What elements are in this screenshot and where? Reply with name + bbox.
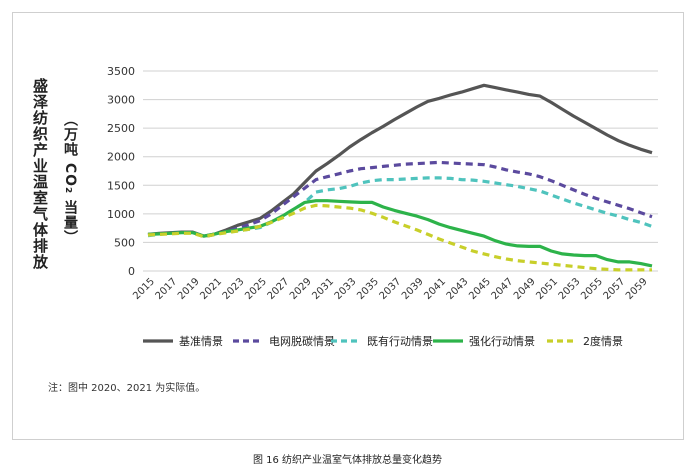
legend-label-1: 基准情景	[179, 335, 223, 348]
x-tick-label: 2053	[557, 276, 583, 302]
y-tick-label: 3500	[107, 65, 135, 78]
y-tick-label: 0	[128, 265, 135, 278]
x-tick-label: 2037	[378, 276, 404, 302]
y-tick-label: 3000	[107, 94, 135, 107]
x-tick-label: 2025	[243, 276, 269, 302]
y-tick-label: 500	[114, 236, 135, 249]
x-tick-label: 2039	[400, 276, 426, 302]
x-tick-label: 2019	[176, 276, 202, 302]
x-tick-label: 2041	[422, 276, 448, 302]
series-line-3	[147, 176, 653, 238]
series-line-1	[147, 83, 653, 238]
x-tick-label: 2055	[579, 276, 605, 302]
x-tick-label: 2035	[355, 276, 381, 302]
legend-label-2: 电网脱碳情景	[269, 334, 335, 348]
x-tick-label: 2047	[490, 276, 516, 302]
x-tick-label: 2059	[624, 276, 650, 302]
series-line-2	[147, 160, 653, 239]
x-tick-label: 2045	[467, 276, 493, 302]
x-tick-label: 2031	[310, 276, 336, 302]
legend-label-5: 2度情景	[583, 334, 623, 348]
y-axis-label: 盛泽纺织产业温室气体排放	[31, 78, 49, 270]
x-tick-label: 2057	[602, 276, 628, 302]
x-tick-label: 2021	[198, 276, 224, 302]
legend-label-3: 既有行动情景	[367, 334, 433, 348]
series-line-5	[147, 203, 652, 272]
y-tick-label: 2500	[107, 122, 135, 135]
figure-caption: 图 16 纺织产业温室气体排放总量变化趋势	[252, 455, 443, 466]
y-axis-unit: （万吨 CO₂ 当量）	[62, 112, 78, 246]
y-tick-label: 1000	[107, 208, 135, 221]
x-tick-label: 2027	[266, 276, 292, 302]
x-tick-label: 2015	[131, 276, 157, 302]
chart-note: 注：图中 2020、2021 为实际值。	[48, 383, 206, 394]
figure-frame	[12, 12, 684, 440]
x-tick-label: 2049	[512, 276, 538, 302]
x-tick-label: 2043	[445, 276, 471, 302]
x-tick-label: 2051	[534, 276, 560, 302]
legend-label-4: 强化行动情景	[469, 334, 535, 348]
y-tick-label: 1500	[107, 179, 135, 192]
x-tick-label: 2017	[154, 276, 180, 302]
y-tick-label: 2000	[107, 151, 135, 164]
x-tick-label: 2029	[288, 276, 314, 302]
x-tick-label: 2033	[333, 276, 359, 302]
x-tick-label: 2023	[221, 276, 247, 302]
